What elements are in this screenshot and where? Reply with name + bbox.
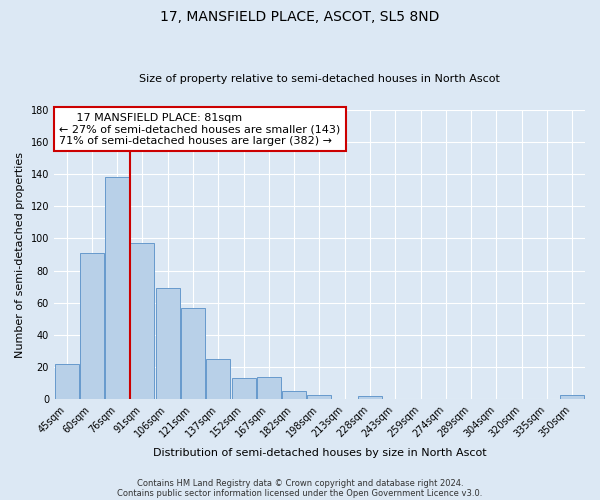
Bar [232,378,256,400]
Y-axis label: Number of semi-detached properties: Number of semi-detached properties [15,152,25,358]
Bar [257,377,281,400]
Text: Contains public sector information licensed under the Open Government Licence v3: Contains public sector information licen… [118,488,482,498]
Text: 17 MANSFIELD PLACE: 81sqm
← 27% of semi-detached houses are smaller (143)
71% of: 17 MANSFIELD PLACE: 81sqm ← 27% of semi-… [59,112,340,146]
Text: Contains HM Land Registry data © Crown copyright and database right 2024.: Contains HM Land Registry data © Crown c… [137,478,463,488]
Bar [307,394,331,400]
Text: 17, MANSFIELD PLACE, ASCOT, SL5 8ND: 17, MANSFIELD PLACE, ASCOT, SL5 8ND [160,10,440,24]
Bar [105,178,129,400]
Bar [181,308,205,400]
Bar [130,244,154,400]
Bar [560,394,584,400]
X-axis label: Distribution of semi-detached houses by size in North Ascot: Distribution of semi-detached houses by … [152,448,486,458]
Bar [358,396,382,400]
Bar [156,288,180,400]
Bar [55,364,79,400]
Title: Size of property relative to semi-detached houses in North Ascot: Size of property relative to semi-detach… [139,74,500,84]
Bar [282,392,306,400]
Bar [80,253,104,400]
Bar [206,359,230,400]
